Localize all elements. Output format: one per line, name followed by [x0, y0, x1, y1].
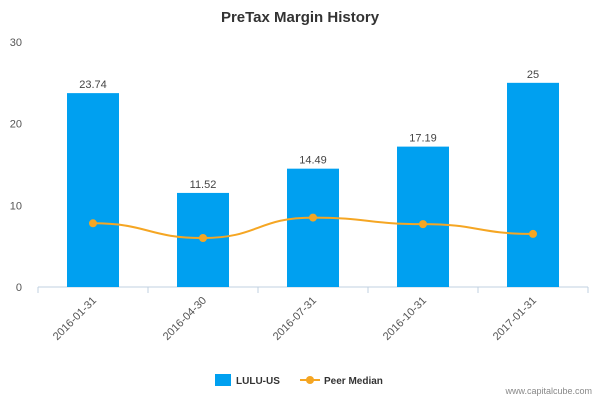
bar-data-label: 14.49 [299, 155, 327, 167]
bar-data-label: 25 [527, 69, 539, 81]
x-tick-label: 2016-04-30 [161, 295, 209, 343]
peer-median-point[interactable] [89, 219, 97, 228]
bar-data-labels: 23.74 11.52 14.49 17.19 25 [79, 69, 539, 191]
y-tick-label: 30 [10, 37, 22, 49]
legend: LULU-US Peer Median [215, 374, 383, 387]
bar[interactable] [287, 168, 339, 287]
peer-median-point[interactable] [529, 229, 537, 238]
y-tick-label: 10 [10, 200, 22, 212]
x-axis: 2016-01-31 2016-04-30 2016-07-31 2016-10-31… [37, 286, 589, 343]
bar-data-label: 17.19 [409, 133, 437, 145]
chart-title: PreTax Margin History [221, 9, 380, 26]
x-tick-label: 2017-01-31 [491, 295, 539, 343]
credit-text: www.capitalcube.com [504, 386, 592, 396]
y-axis: 0 10 20 30 [10, 37, 22, 294]
legend-swatch-lulu[interactable] [215, 374, 231, 386]
bar-series [67, 82, 559, 287]
bar[interactable] [507, 82, 559, 287]
peer-median-point[interactable] [199, 234, 207, 242]
x-tick-label: 2016-01-31 [51, 295, 99, 343]
bar[interactable] [67, 93, 119, 287]
legend-label-peer[interactable]: Peer Median [324, 376, 383, 387]
bar-data-label: 23.74 [79, 79, 107, 91]
legend-label-lulu[interactable]: LULU-US [236, 376, 280, 387]
bar[interactable] [397, 146, 449, 287]
legend-swatch-peer-marker[interactable] [306, 376, 314, 384]
peer-median-series [89, 213, 537, 242]
y-tick-label: 20 [10, 119, 22, 131]
peer-median-point[interactable] [419, 220, 427, 229]
bar-data-label: 11.52 [190, 179, 217, 191]
x-tick-label: 2016-10-31 [381, 295, 429, 343]
x-tick-label: 2016-07-31 [271, 295, 319, 343]
peer-median-point[interactable] [309, 213, 317, 222]
y-tick-label: 0 [16, 282, 22, 294]
